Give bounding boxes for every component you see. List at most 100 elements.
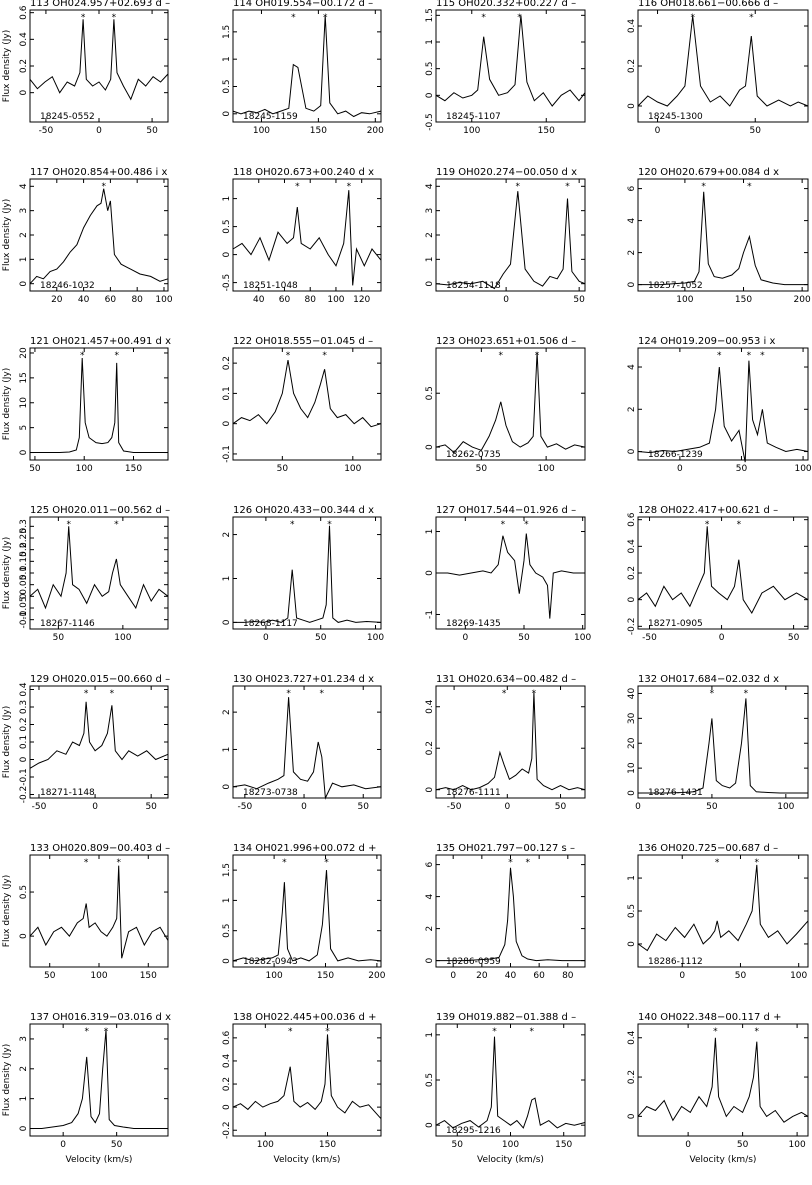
x-tick-label: 100 [790, 971, 807, 981]
x-tick-label: 120 [353, 295, 370, 305]
x-tick-label: -50 [39, 126, 54, 136]
y-tick-label: 6 [627, 185, 637, 191]
peak-marker: * [481, 13, 486, 23]
x-tick-label: 100 [794, 464, 811, 474]
peak-marker: * [116, 858, 121, 868]
plot-frame [637, 178, 809, 292]
peak-marker: * [282, 858, 287, 868]
source-label: 18273-0738 [243, 788, 298, 798]
y-tick-label: 0.2 [19, 59, 29, 73]
spectrum-line [638, 698, 808, 794]
x-tick-label: 150 [735, 295, 752, 305]
x-tick-label: 50 [788, 633, 800, 643]
peak-marker: * [327, 520, 332, 530]
plot-frame [637, 685, 809, 799]
plot-frame [29, 516, 169, 630]
y-tick-label: 0.4 [19, 32, 29, 47]
panel-title: 133 OH020.809−00.403 d – [30, 843, 170, 854]
panel-title: 130 OH023.727+01.234 d x [233, 674, 374, 685]
x-tick-label: 60 [105, 295, 117, 305]
y-tick-label: 0.5 [425, 386, 435, 400]
plot-frame [435, 516, 586, 630]
y-tick-label: -1 [425, 610, 435, 619]
spectrum-line [232, 15, 382, 118]
y-tick-label: 1 [222, 576, 232, 582]
y-tick-label: 0 [627, 448, 637, 454]
y-tick-label: 0 [222, 784, 232, 790]
plot-frame [232, 854, 382, 968]
x-tick-label: 50 [706, 802, 718, 812]
x-tick-label: 50 [145, 802, 157, 812]
y-tick-label: 0 [425, 444, 435, 450]
y-tick-label: 1.5 [222, 25, 232, 39]
x-tick-label: 0 [679, 971, 685, 981]
panel-title: 118 OH020.673+00.240 d x [233, 167, 374, 178]
peak-marker: * [760, 351, 765, 361]
y-tick-label: 0 [19, 90, 29, 96]
source-label: 18282-0943 [243, 957, 298, 967]
source-label: 18295-1216 [446, 1126, 501, 1136]
x-tick-label: 150 [555, 1140, 572, 1150]
peak-marker: * [492, 1027, 497, 1037]
y-tick-label: 0 [19, 756, 29, 762]
peak-marker: * [530, 1027, 535, 1037]
y-tick-label: 40 [627, 687, 637, 699]
spectrum-line [232, 360, 382, 428]
x-tick-label: 100 [114, 633, 131, 643]
panel-title: 134 OH021.996+00.072 d + [233, 843, 376, 854]
plot-frame [435, 347, 586, 461]
y-tick-label: 0 [222, 421, 232, 427]
y-tick-label: 4 [425, 893, 435, 899]
y-tick-label: 3 [19, 1036, 29, 1042]
peak-marker: * [565, 182, 570, 192]
x-tick-label: 100 [789, 1140, 806, 1150]
panel-title: 121 OH021.457+00.491 d x [30, 336, 171, 347]
y-axis-label: Flux density (Jy) [2, 875, 12, 947]
plot-frame [29, 1023, 169, 1137]
panel-title: 128 OH022.417+00.621 d – [638, 505, 778, 516]
peak-marker: * [101, 182, 106, 192]
y-tick-label: 0.2 [222, 1077, 232, 1091]
y-tick-label: 0 [19, 933, 29, 939]
panel-title: 119 OH020.274−00.050 d x [436, 167, 577, 178]
panel-title: 138 OH022.445+00.036 d + [233, 1012, 376, 1023]
x-tick-label: -50 [447, 802, 462, 812]
x-tick-label: 100 [155, 295, 172, 305]
peak-marker: * [288, 1027, 293, 1037]
plot-frame [637, 516, 809, 630]
y-tick-label: 2 [425, 232, 435, 238]
y-tick-label: 10 [627, 762, 637, 774]
y-tick-label: 2 [627, 406, 637, 412]
y-tick-label: 4 [627, 364, 637, 370]
spectrum-line [637, 526, 809, 615]
y-tick-label: 0.4 [222, 1054, 232, 1069]
peak-marker: * [112, 13, 117, 23]
y-tick-label: 0 [425, 1122, 435, 1128]
y-tick-label: 1 [627, 875, 637, 881]
y-tick-label: 1 [425, 39, 435, 45]
peak-marker: * [749, 13, 754, 23]
x-tick-label: 50 [573, 295, 585, 305]
x-tick-label: 100 [257, 1140, 274, 1150]
y-tick-label: 0.5 [222, 219, 232, 233]
x-tick-label: 100 [344, 464, 361, 474]
y-tick-label: 1 [425, 256, 435, 262]
source-label: 18254-1118 [446, 281, 501, 291]
source-label: 18267-1146 [40, 619, 95, 629]
spectrum-line [233, 525, 382, 623]
y-tick-label: 2 [19, 1066, 29, 1072]
x-tick-label: 40 [505, 971, 517, 981]
peak-marker: * [295, 182, 300, 192]
peak-marker: * [501, 520, 506, 530]
x-tick-label: 50 [737, 1140, 749, 1150]
y-tick-label: 0.6 [627, 512, 637, 527]
y-tick-label: 0.2 [19, 717, 29, 731]
peak-marker: * [114, 520, 119, 530]
spectrum-line [435, 352, 586, 454]
x-axis-label: Velocity (km/s) [274, 1155, 341, 1165]
peak-marker: * [80, 351, 85, 361]
source-label: 18245-1159 [243, 112, 298, 122]
y-tick-label: -0.1 [19, 611, 29, 629]
y-axis-label: Flux density (Jy) [2, 368, 12, 440]
spectrum-line [29, 865, 169, 959]
